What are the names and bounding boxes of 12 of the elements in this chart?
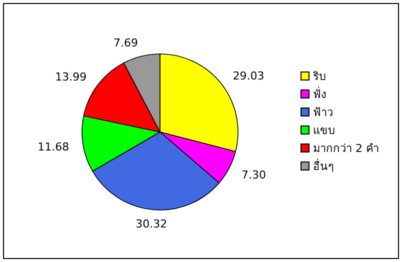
- data-label: 13.99: [55, 70, 87, 84]
- legend-label: ริบ: [312, 70, 326, 83]
- legend-label: ฟ้าว: [313, 106, 333, 119]
- data-label: 11.68: [38, 140, 70, 154]
- legend-label: มากกว่า 2 คำ: [313, 142, 379, 155]
- legend-label: ฟั่ง: [313, 86, 326, 101]
- legend-label: อื่นๆ: [313, 158, 334, 173]
- legend-label: แขบ: [313, 124, 335, 137]
- data-label: 29.03: [232, 70, 264, 83]
- data-label: 7.69: [113, 36, 138, 50]
- data-label: 7.30: [242, 168, 266, 182]
- data-label: 30.32: [136, 218, 168, 231]
